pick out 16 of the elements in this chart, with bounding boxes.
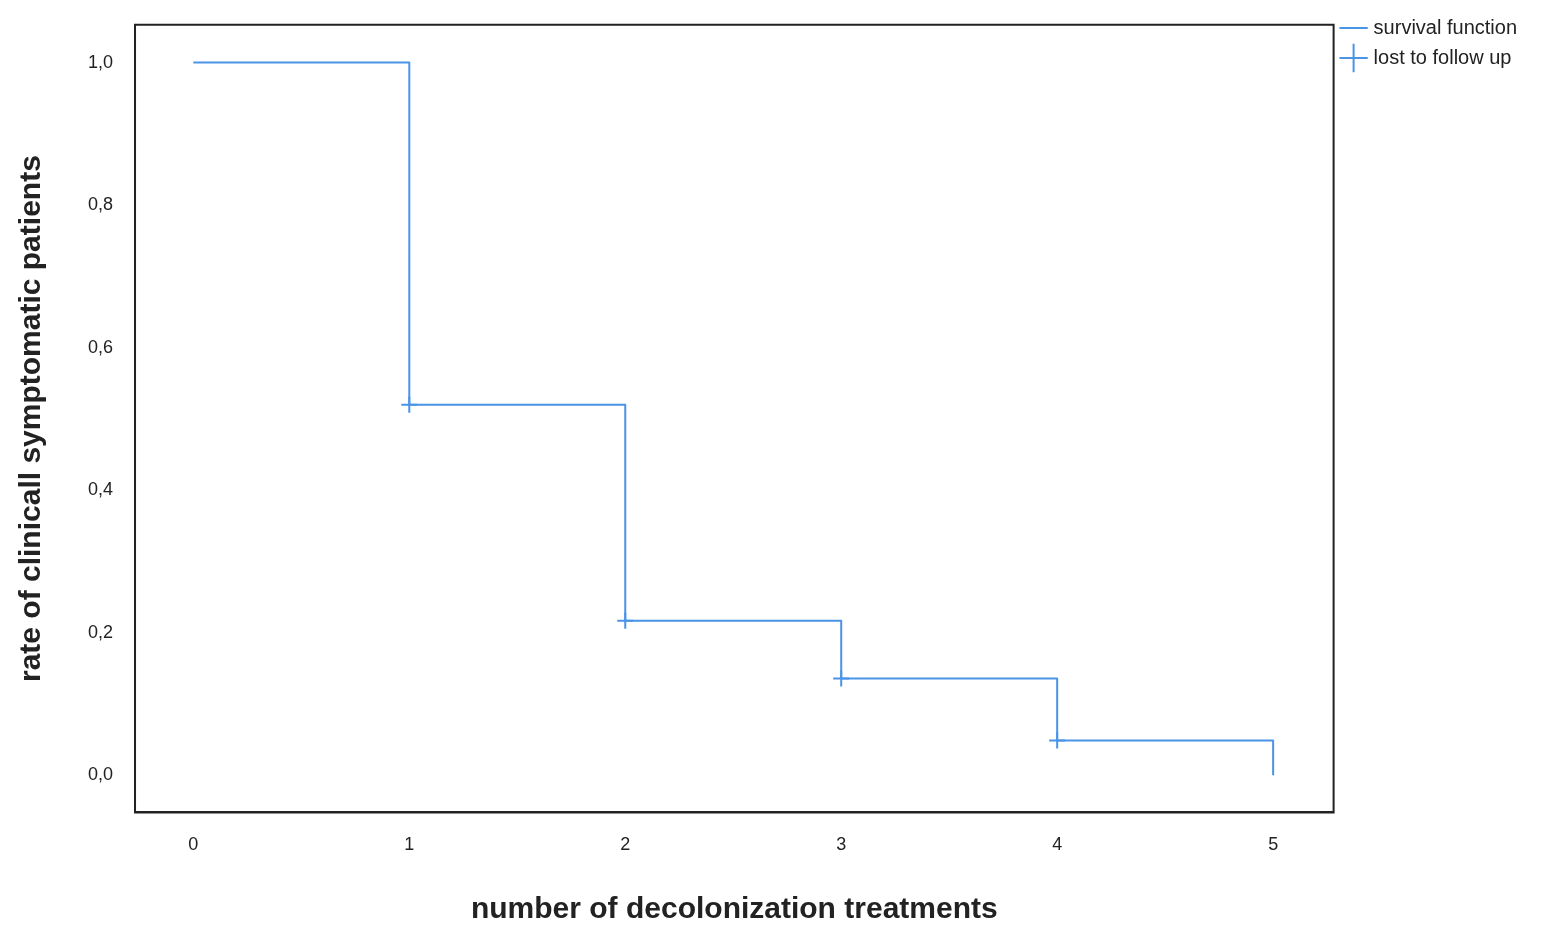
y-tick-label: 0,0 [87, 764, 114, 785]
y-tick-label: 0,2 [87, 621, 114, 642]
y-tick-label: 0,8 [87, 194, 114, 215]
x-tick-label: 0 [188, 834, 199, 855]
legend-label: lost to follow up [1373, 45, 1512, 68]
y-tick-label: 1,0 [87, 51, 114, 72]
y-axis-title: rate of clinicall symptomatic patients [13, 155, 47, 683]
x-axis-title: number of decolonization treatments [470, 891, 998, 925]
legend-label: survival function [1373, 15, 1518, 38]
y-tick-label: 0,6 [87, 336, 114, 357]
x-tick-label: 2 [620, 834, 631, 855]
x-tick-label: 1 [404, 834, 415, 855]
x-tick-label: 3 [836, 834, 847, 855]
y-tick-label: 0,4 [87, 479, 114, 500]
x-tick-label: 4 [1052, 834, 1063, 855]
x-tick-label: 5 [1268, 834, 1279, 855]
